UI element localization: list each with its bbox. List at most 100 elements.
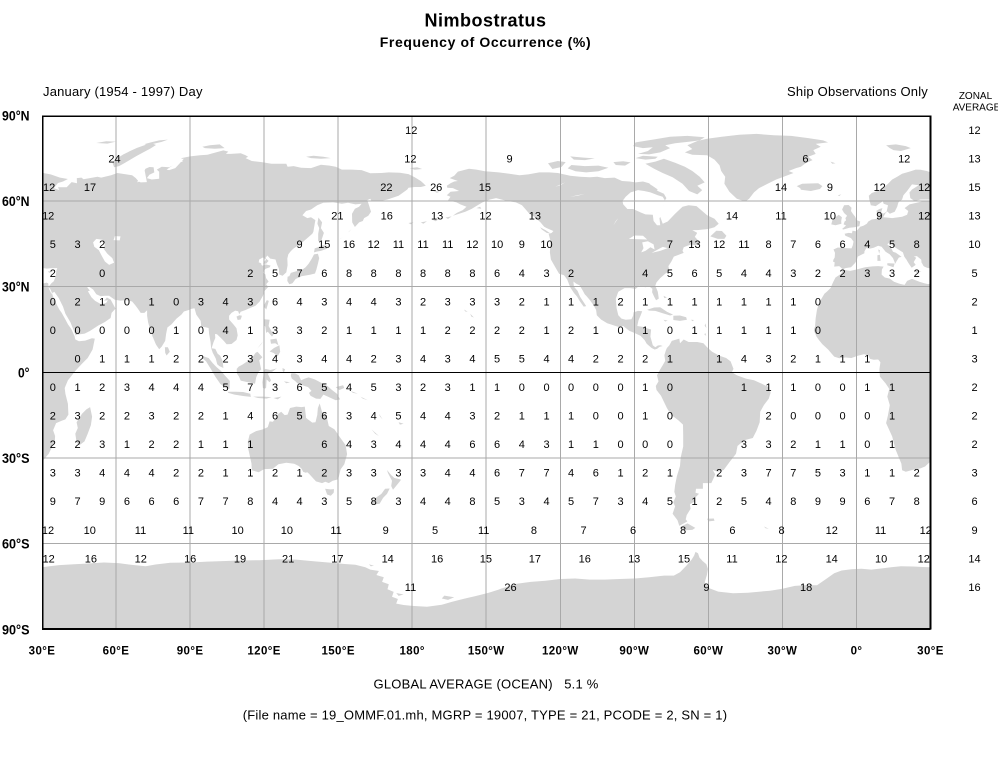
svg-text:1: 1 xyxy=(247,468,253,480)
svg-text:3: 3 xyxy=(74,468,80,480)
svg-text:16: 16 xyxy=(579,553,591,565)
svg-text:13: 13 xyxy=(968,211,980,223)
svg-text:2: 2 xyxy=(173,353,179,365)
svg-text:3: 3 xyxy=(469,411,475,423)
svg-text:4: 4 xyxy=(469,468,475,480)
svg-text:0: 0 xyxy=(815,411,821,423)
svg-text:1: 1 xyxy=(642,325,648,337)
svg-text:4: 4 xyxy=(371,411,377,423)
svg-text:12: 12 xyxy=(918,553,930,565)
svg-text:1: 1 xyxy=(568,411,574,423)
svg-text:0: 0 xyxy=(50,296,56,308)
svg-text:16: 16 xyxy=(431,553,443,565)
svg-text:6: 6 xyxy=(729,525,735,537)
svg-text:1: 1 xyxy=(642,411,648,423)
svg-text:4: 4 xyxy=(543,496,549,508)
svg-text:2: 2 xyxy=(198,411,204,423)
svg-text:1: 1 xyxy=(247,325,253,337)
svg-text:5: 5 xyxy=(432,525,438,537)
svg-text:3: 3 xyxy=(272,382,278,394)
svg-text:10: 10 xyxy=(824,211,836,223)
svg-text:2: 2 xyxy=(568,325,574,337)
svg-text:11: 11 xyxy=(135,525,146,537)
svg-text:3: 3 xyxy=(420,468,426,480)
svg-text:1: 1 xyxy=(889,382,895,394)
svg-text:0: 0 xyxy=(50,382,56,394)
svg-text:8: 8 xyxy=(445,268,451,280)
svg-text:4: 4 xyxy=(346,353,352,365)
svg-text:15: 15 xyxy=(968,182,980,194)
svg-text:6: 6 xyxy=(149,496,155,508)
svg-text:90°N: 90°N xyxy=(2,107,30,123)
svg-text:0: 0 xyxy=(74,353,80,365)
svg-text:1: 1 xyxy=(815,439,821,451)
svg-text:(File name = 19_OMMF.01.mh, MG: (File name = 19_OMMF.01.mh, MGRP = 19007… xyxy=(243,708,727,723)
svg-text:150°W: 150°W xyxy=(468,646,505,658)
svg-text:1: 1 xyxy=(223,439,229,451)
svg-text:1: 1 xyxy=(198,439,204,451)
svg-text:18: 18 xyxy=(800,582,812,594)
svg-text:1: 1 xyxy=(667,468,673,480)
svg-text:4: 4 xyxy=(99,468,105,480)
svg-text:5: 5 xyxy=(667,496,673,508)
svg-text:1: 1 xyxy=(543,411,549,423)
svg-text:0: 0 xyxy=(149,325,155,337)
svg-text:150°E: 150°E xyxy=(321,646,354,658)
svg-text:90°S: 90°S xyxy=(2,621,30,637)
svg-text:90°W: 90°W xyxy=(619,646,649,658)
svg-text:3: 3 xyxy=(346,411,352,423)
svg-text:12: 12 xyxy=(968,125,980,137)
svg-text:4: 4 xyxy=(519,439,525,451)
svg-text:8: 8 xyxy=(469,268,475,280)
svg-text:Ship Observations Only: Ship Observations Only xyxy=(787,84,928,99)
svg-text:17: 17 xyxy=(529,553,541,565)
svg-text:0: 0 xyxy=(667,411,673,423)
svg-text:AVERAGE: AVERAGE xyxy=(953,103,998,114)
svg-text:7: 7 xyxy=(580,525,586,537)
svg-text:6: 6 xyxy=(494,439,500,451)
svg-text:5: 5 xyxy=(494,496,500,508)
svg-text:30°S: 30°S xyxy=(2,450,30,466)
svg-text:0: 0 xyxy=(840,411,846,423)
svg-text:6: 6 xyxy=(815,239,821,251)
svg-text:1: 1 xyxy=(716,353,722,365)
svg-text:7: 7 xyxy=(543,468,549,480)
svg-text:2: 2 xyxy=(198,353,204,365)
svg-text:1: 1 xyxy=(840,353,846,365)
svg-text:1: 1 xyxy=(790,325,796,337)
svg-text:6: 6 xyxy=(321,439,327,451)
svg-text:12: 12 xyxy=(775,553,787,565)
svg-text:6: 6 xyxy=(321,268,327,280)
svg-text:9: 9 xyxy=(703,582,709,594)
svg-text:0: 0 xyxy=(667,325,673,337)
svg-text:2: 2 xyxy=(971,296,977,308)
svg-text:4: 4 xyxy=(766,496,772,508)
svg-text:0: 0 xyxy=(617,439,623,451)
svg-text:3: 3 xyxy=(766,353,772,365)
svg-text:12: 12 xyxy=(918,211,930,223)
svg-text:2: 2 xyxy=(617,353,623,365)
svg-text:3: 3 xyxy=(321,296,327,308)
svg-text:3: 3 xyxy=(971,468,977,480)
svg-text:30°E: 30°E xyxy=(917,646,944,658)
svg-text:4: 4 xyxy=(420,411,426,423)
svg-text:0: 0 xyxy=(617,411,623,423)
svg-text:6: 6 xyxy=(802,154,808,166)
svg-text:1: 1 xyxy=(593,296,599,308)
svg-text:4: 4 xyxy=(568,353,574,365)
svg-text:1: 1 xyxy=(420,325,426,337)
svg-text:5: 5 xyxy=(494,353,500,365)
svg-text:30°N: 30°N xyxy=(2,279,30,295)
svg-text:1: 1 xyxy=(790,296,796,308)
svg-text:3: 3 xyxy=(321,496,327,508)
svg-text:4: 4 xyxy=(543,353,549,365)
svg-text:3: 3 xyxy=(445,296,451,308)
svg-text:2: 2 xyxy=(790,353,796,365)
svg-text:Frequency of Occurrence (%): Frequency of Occurrence (%) xyxy=(380,34,591,50)
svg-text:4: 4 xyxy=(766,268,772,280)
svg-text:1: 1 xyxy=(889,439,895,451)
svg-text:24: 24 xyxy=(108,154,120,166)
svg-text:6: 6 xyxy=(864,496,870,508)
svg-text:8: 8 xyxy=(531,525,537,537)
svg-text:3: 3 xyxy=(395,296,401,308)
